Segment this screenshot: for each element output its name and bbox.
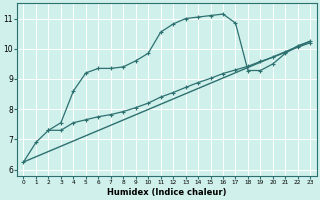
X-axis label: Humidex (Indice chaleur): Humidex (Indice chaleur) — [107, 188, 227, 197]
